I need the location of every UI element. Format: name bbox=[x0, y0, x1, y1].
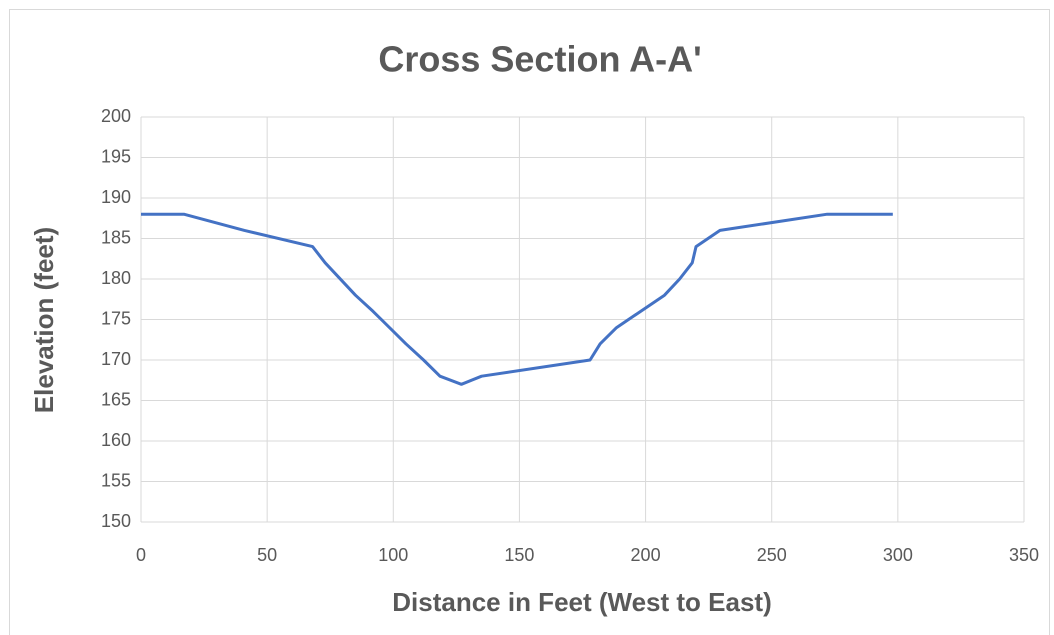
y-tick-label: 165 bbox=[101, 389, 131, 409]
chart-border bbox=[9, 9, 1050, 635]
y-tick-label: 170 bbox=[101, 349, 131, 369]
y-tick-label: 185 bbox=[101, 227, 131, 247]
y-tick-label: 190 bbox=[101, 187, 131, 207]
x-tick-label: 50 bbox=[257, 545, 277, 565]
x-axis-title: Distance in Feet (West to East) bbox=[392, 587, 772, 617]
y-tick-label: 150 bbox=[101, 511, 131, 531]
y-tick-label: 200 bbox=[101, 106, 131, 126]
x-tick-label: 250 bbox=[757, 545, 787, 565]
x-tick-label: 300 bbox=[883, 545, 913, 565]
x-tick-label: 200 bbox=[631, 545, 661, 565]
y-tick-label: 160 bbox=[101, 430, 131, 450]
x-tick-label: 100 bbox=[378, 545, 408, 565]
y-tick-label: 175 bbox=[101, 308, 131, 328]
line bbox=[141, 212, 893, 386]
y-tick-label: 155 bbox=[101, 470, 131, 490]
y-tick-label: 180 bbox=[101, 268, 131, 288]
y-tick-label: 195 bbox=[101, 146, 131, 166]
x-tick-label: 350 bbox=[1009, 545, 1039, 565]
x-tick-label: 150 bbox=[504, 545, 534, 565]
x-tick-label: 0 bbox=[136, 545, 146, 565]
y-axis-title: Elevation (feet) bbox=[29, 227, 59, 413]
chart-title: Cross Section A-A' bbox=[378, 39, 701, 80]
